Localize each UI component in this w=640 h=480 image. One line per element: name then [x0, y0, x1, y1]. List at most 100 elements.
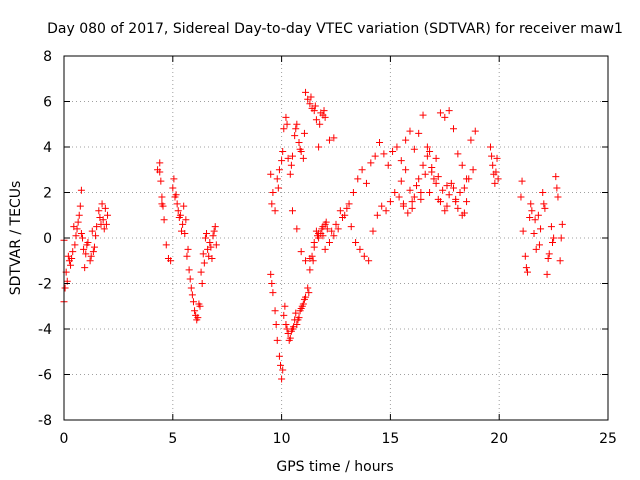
data-point-marker	[298, 302, 306, 310]
data-point-marker	[285, 336, 293, 344]
data-point-marker	[169, 184, 177, 192]
data-point-marker	[273, 175, 281, 183]
y-tick-label: 8	[43, 49, 52, 65]
data-point-marker	[180, 202, 188, 210]
data-point-marker	[413, 182, 421, 190]
data-point-marker	[376, 138, 384, 146]
data-point-marker	[358, 166, 366, 174]
data-point-marker	[328, 227, 336, 235]
data-point-marker	[347, 223, 355, 231]
data-point-marker	[191, 307, 199, 315]
x-tick-label: 25	[599, 431, 617, 447]
y-tick-label: 0	[43, 231, 52, 247]
data-point-marker	[271, 307, 279, 315]
data-point-marker	[454, 150, 462, 158]
data-point-marker	[279, 366, 287, 374]
data-point-marker	[302, 88, 310, 96]
data-point-marker	[320, 107, 328, 115]
data-point-marker	[80, 245, 88, 253]
data-point-marker	[179, 220, 187, 228]
x-tick-label: 15	[381, 431, 399, 447]
data-point-marker	[452, 195, 460, 203]
data-point-marker	[96, 214, 104, 222]
data-point-marker	[319, 232, 327, 240]
data-point-marker	[78, 234, 86, 242]
data-point-marker	[75, 211, 83, 219]
data-point-marker	[330, 134, 338, 142]
data-point-marker	[432, 179, 440, 187]
data-point-marker	[486, 143, 494, 151]
data-point-marker	[465, 175, 473, 183]
data-point-marker	[393, 143, 401, 151]
data-point-marker	[283, 120, 291, 128]
data-point-marker	[316, 120, 324, 128]
data-point-marker	[523, 268, 531, 276]
data-point-marker	[494, 175, 502, 183]
data-point-marker	[173, 200, 181, 208]
data-point-marker	[293, 120, 301, 128]
data-point-marker	[541, 204, 549, 212]
data-point-marker	[302, 257, 310, 265]
y-tick-label: -2	[38, 277, 52, 293]
data-point-marker	[186, 275, 194, 283]
data-point-marker	[336, 207, 344, 215]
data-point-marker	[545, 250, 553, 258]
data-point-marker	[432, 154, 440, 162]
data-point-marker	[209, 232, 217, 240]
data-point-marker	[443, 202, 451, 210]
data-point-marker	[436, 109, 444, 117]
data-point-marker	[172, 191, 180, 199]
series-arc-3	[169, 175, 220, 324]
data-point-marker	[406, 186, 414, 194]
data-point-marker	[410, 145, 418, 153]
data-point-marker	[69, 248, 77, 256]
data-point-marker	[267, 270, 275, 278]
data-point-marker	[156, 168, 164, 176]
data-point-marker	[295, 138, 303, 146]
data-point-marker	[268, 280, 276, 287]
data-point-marker	[463, 198, 471, 206]
data-point-marker	[187, 284, 195, 292]
data-point-marker	[360, 252, 368, 260]
data-point-marker	[293, 225, 301, 233]
data-point-marker	[296, 307, 304, 315]
data-point-marker	[189, 298, 197, 306]
data-point-marker	[282, 113, 290, 121]
data-point-marker	[288, 207, 296, 215]
data-point-marker	[95, 207, 103, 215]
data-point-marker	[311, 102, 319, 110]
data-point-marker	[160, 216, 168, 224]
data-point-marker	[380, 150, 388, 158]
data-point-marker	[269, 189, 277, 196]
data-point-marker	[274, 184, 282, 192]
data-point-marker	[181, 229, 189, 237]
data-point-marker	[549, 239, 557, 247]
data-point-marker	[199, 250, 207, 258]
data-point-marker	[386, 198, 394, 206]
data-point-marker	[321, 245, 329, 253]
data-point-marker	[426, 189, 434, 196]
data-point-marker	[553, 184, 561, 192]
data-point-marker	[281, 302, 289, 310]
series-arc-9	[486, 143, 502, 187]
data-point-marker	[419, 161, 427, 169]
data-point-marker	[300, 295, 308, 303]
data-point-marker	[343, 204, 351, 212]
data-point-marker	[304, 284, 312, 292]
data-point-marker	[352, 239, 360, 247]
y-tick-label: -8	[38, 413, 52, 429]
data-point-marker	[410, 193, 418, 201]
data-point-marker	[445, 107, 453, 115]
data-point-marker	[77, 229, 85, 237]
x-tick-label: 5	[168, 431, 177, 447]
data-point-marker	[454, 204, 462, 212]
data-point-marker	[426, 148, 434, 156]
data-point-marker	[325, 239, 333, 247]
data-point-marker	[272, 320, 280, 328]
data-point-marker	[535, 241, 543, 249]
data-point-marker	[176, 211, 184, 219]
data-point-marker	[306, 266, 314, 274]
data-point-marker	[284, 154, 292, 162]
data-point-marker	[305, 289, 313, 297]
data-point-marker	[469, 166, 477, 174]
